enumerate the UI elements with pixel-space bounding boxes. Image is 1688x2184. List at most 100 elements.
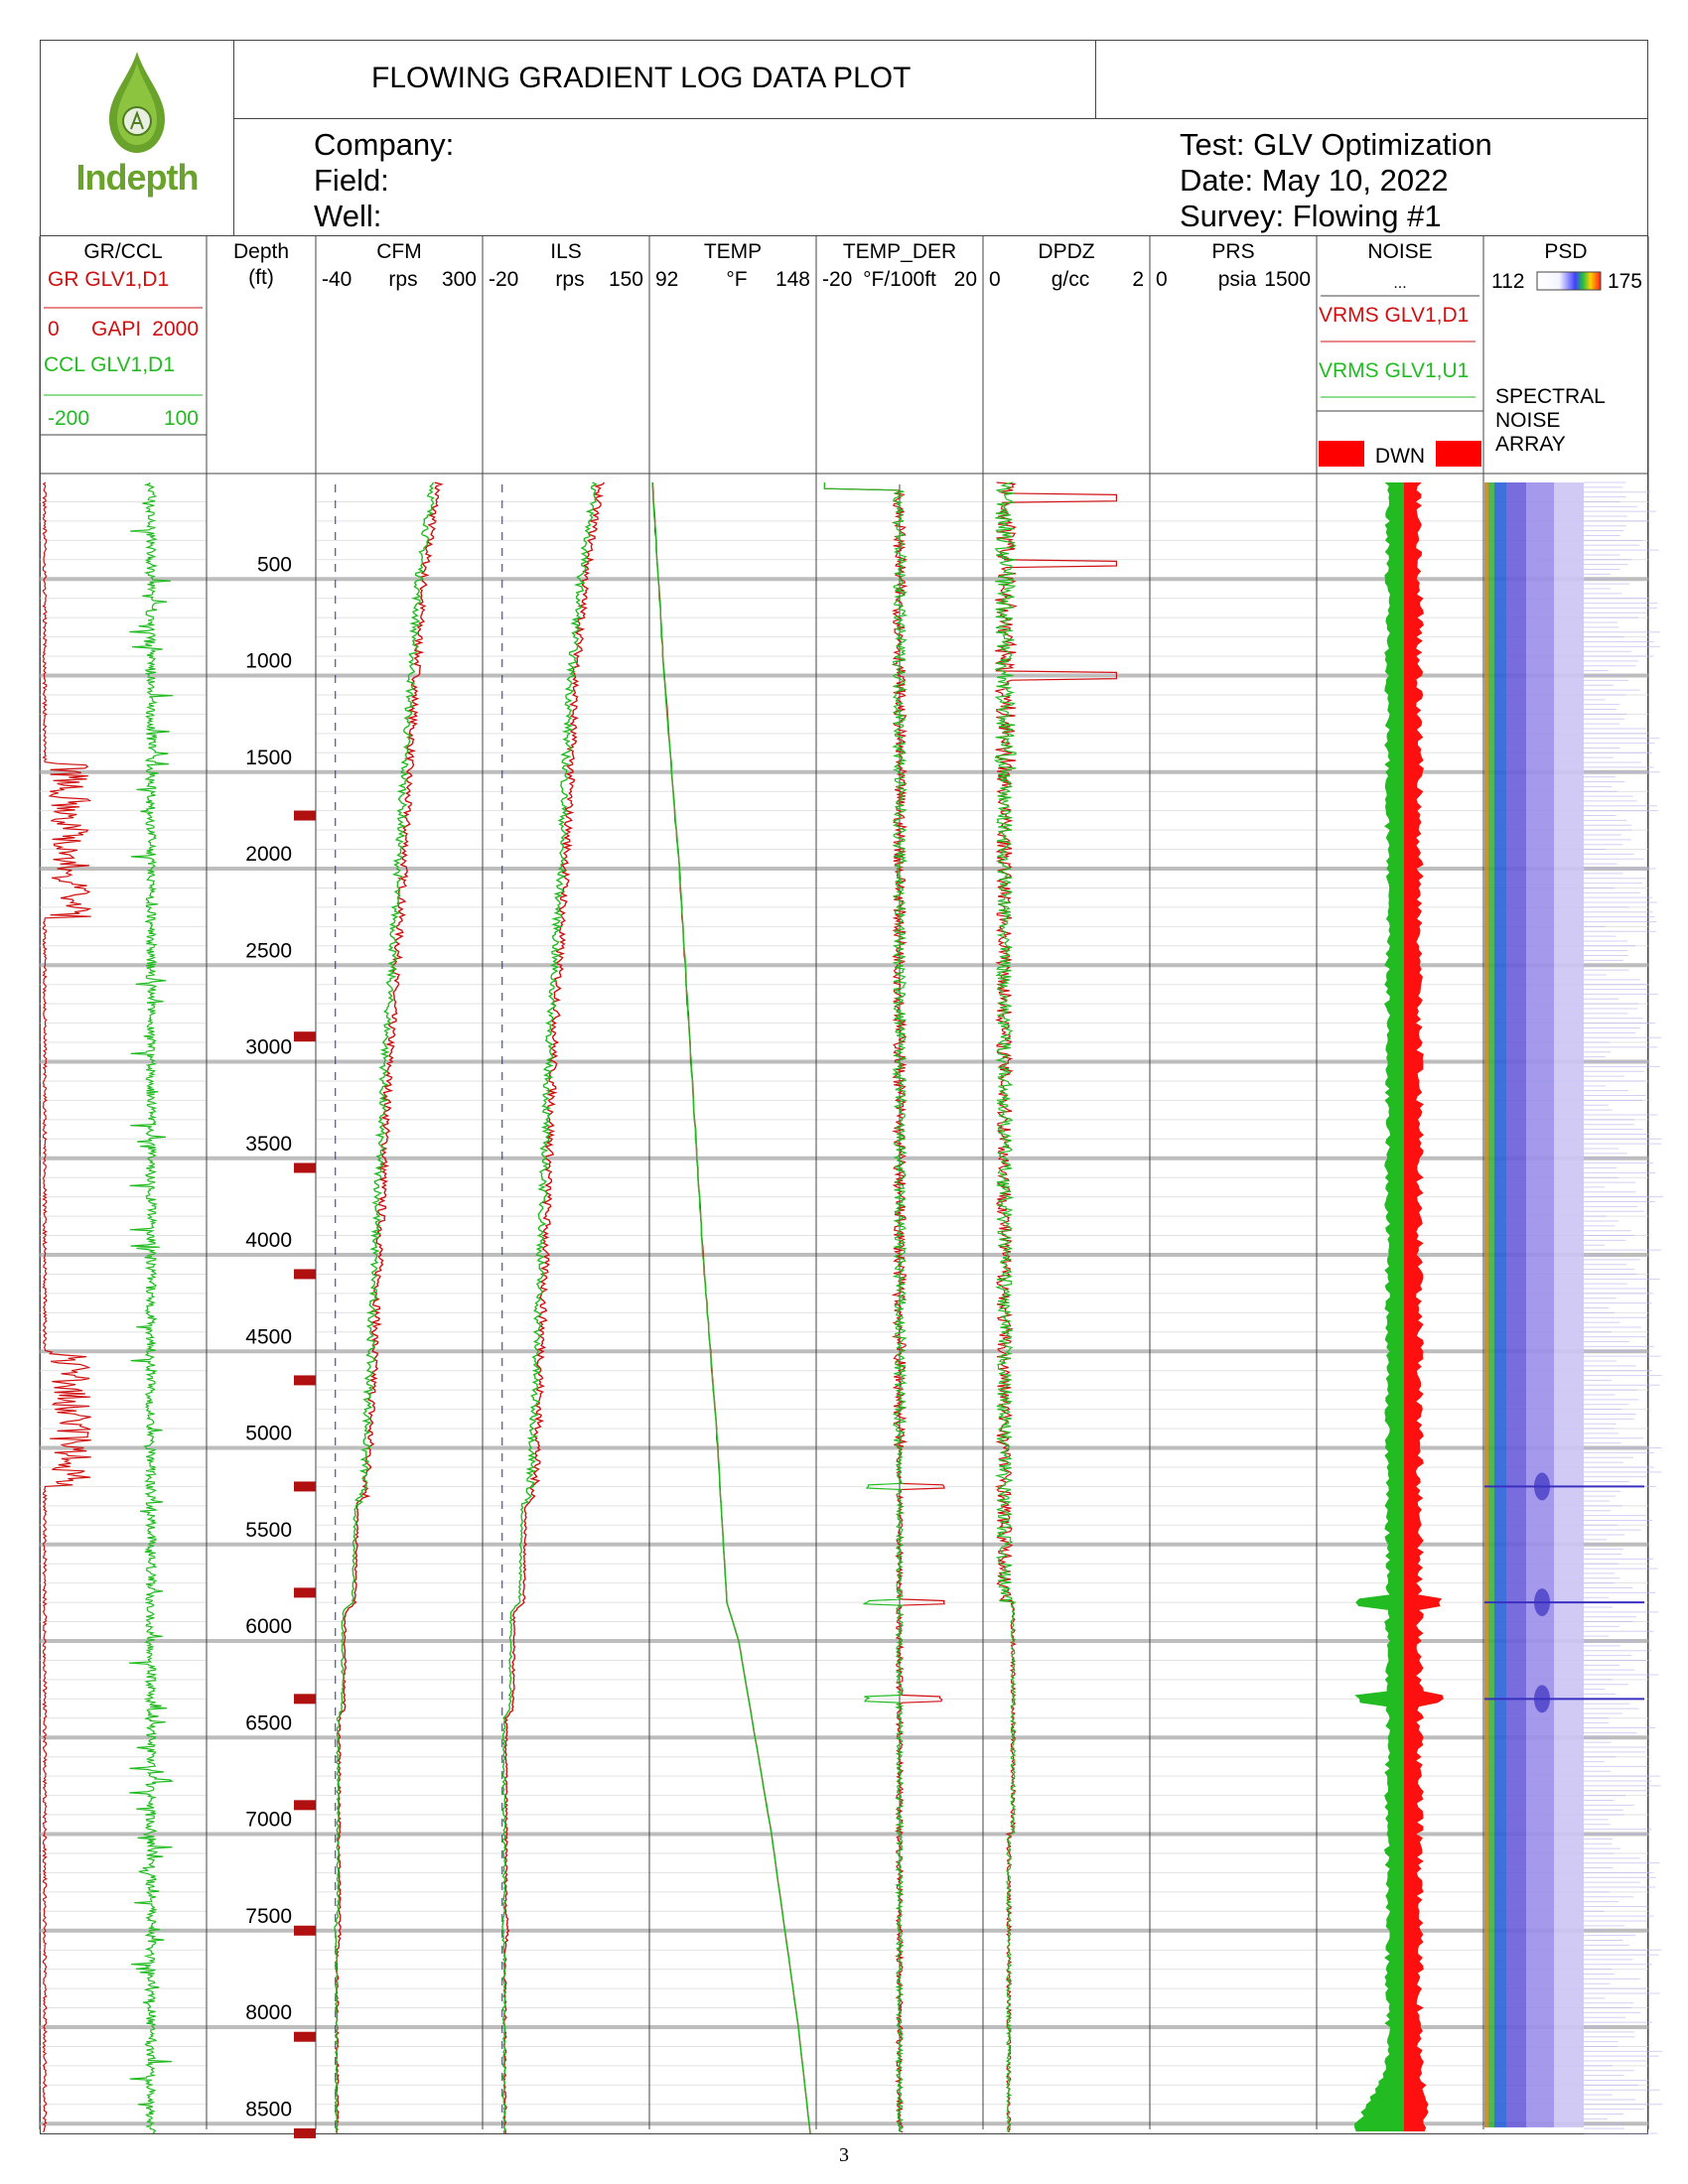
noise-down-fill: [1404, 482, 1444, 2131]
temp-curve-green: [651, 481, 811, 2134]
psd-scale-min: 112: [1491, 270, 1524, 293]
track-scale-max: 300: [442, 268, 477, 291]
temp-der-curve-red: [823, 482, 945, 2133]
depth-tick-label: 8500: [245, 2098, 292, 2120]
depth-tick-label: 4500: [245, 1325, 292, 1348]
gas-lift-valve-marker: [294, 1269, 316, 1280]
psd-array-label: SPECTRAL: [1495, 385, 1606, 408]
track-scale-max: 1500: [1264, 268, 1311, 291]
psd-band: [1506, 482, 1526, 2127]
psd-array-label: ARRAY: [1495, 433, 1566, 456]
psd-array-label: NOISE: [1495, 409, 1560, 432]
dpdz-curve-green: [993, 481, 1017, 2133]
dpdz-curve-red: [994, 481, 1118, 2133]
depth-tick-label: 7500: [245, 1905, 292, 1928]
gas-lift-valve-marker: [294, 1925, 316, 1936]
date-label: Date: May 10, 2022: [1180, 163, 1449, 198]
ils-curve-green: [501, 481, 598, 2134]
track-title: TEMP_DER: [843, 240, 956, 263]
gas-lift-valve-marker: [294, 1587, 316, 1598]
track-title: ILS: [550, 240, 582, 263]
depth-tick-label: 7000: [245, 1809, 292, 1832]
track-title: CFM: [376, 240, 422, 263]
direction-label: DWN: [1375, 445, 1425, 468]
depth-tick-label: 1500: [245, 747, 292, 769]
gas-lift-valve-marker: [294, 1031, 316, 1042]
psd-noise-event-blob: [1534, 1685, 1550, 1713]
field-label: Field:: [314, 163, 389, 198]
gr-scale-min: 0: [48, 318, 60, 341]
psd-color-scale: [1536, 271, 1602, 291]
survey-info-block: Test: GLV Optimization Date: May 10, 202…: [1180, 127, 1492, 234]
ccl-scale-max: 100: [164, 407, 199, 430]
track-scale-min: 0: [989, 268, 1001, 291]
gr-scale-unit: GAPI: [91, 318, 141, 341]
depth-tick-label: 2500: [245, 939, 292, 962]
track-scale-max: 20: [954, 268, 977, 291]
header-separator: [40, 235, 1648, 236]
psd-band: [1494, 482, 1506, 2127]
track-scale-max: 148: [775, 268, 810, 291]
depth-tick-label: 5000: [245, 1423, 292, 1445]
track-scale-unit: psia: [1218, 268, 1257, 291]
track-title: NOISE: [1367, 240, 1432, 263]
cfm-curve-red: [335, 481, 444, 2134]
depth-tick-label: 6000: [245, 1615, 292, 1638]
track-scale-max: 150: [609, 268, 643, 291]
depth-tick-label: 8000: [245, 2001, 292, 2024]
psd-noise-event-blob: [1534, 1588, 1550, 1617]
temp-curve-red: [651, 481, 811, 2134]
title-right-cell: [1095, 40, 1648, 119]
track-title: TEMP: [704, 240, 762, 263]
depth-tick-label: 6500: [245, 1711, 292, 1734]
logo-panel: Indepth: [40, 40, 234, 236]
well-info-block: Company: Field: Well:: [314, 127, 454, 234]
track-title: DPDZ: [1038, 240, 1094, 263]
company-label: Company:: [314, 127, 455, 162]
direction-flag-left: [1319, 441, 1364, 467]
depth-tick-label: 4000: [245, 1229, 292, 1252]
depth-tick-label: 1000: [245, 650, 292, 673]
temp-der-curve-green: [823, 482, 909, 2132]
gas-lift-valve-marker: [294, 1694, 316, 1705]
depth-tick-label: 5500: [245, 1519, 292, 1542]
page-number: 3: [839, 2144, 849, 2166]
track-scale-min: -20: [822, 268, 852, 291]
gas-lift-valve-marker: [294, 1800, 316, 1811]
depth-tick-label: 3500: [245, 1133, 292, 1156]
noise-curve-dots: ...: [1393, 275, 1406, 292]
gas-lift-valve-marker: [294, 2031, 316, 2042]
gr-scale-max: 2000: [152, 318, 199, 341]
drop-logo-icon: [109, 52, 165, 153]
track-scale-unit: °F/100ft: [863, 268, 936, 291]
psd-band: [1554, 482, 1584, 2127]
track-scale-unit: g/cc: [1052, 268, 1090, 291]
gas-lift-valve-marker: [294, 1375, 316, 1386]
noise-up-fill: [1354, 482, 1444, 2131]
psd-band: [1484, 482, 1488, 2127]
track-scale-min: 0: [1156, 268, 1168, 291]
ccl-scale-min: -200: [48, 407, 89, 430]
direction-flag-right: [1436, 441, 1481, 467]
depth-unit: (ft): [248, 266, 274, 289]
psd-band: [1488, 482, 1494, 2127]
track-scale-max: 2: [1132, 268, 1144, 291]
well-label: Well:: [314, 199, 382, 233]
psd-band: [1526, 482, 1554, 2127]
psd-scale-max: 175: [1608, 270, 1642, 293]
track-title: PSD: [1544, 240, 1587, 263]
noise-curve-up: VRMS GLV1,U1: [1319, 359, 1469, 382]
gas-lift-valve-marker: [294, 2127, 316, 2138]
gas-lift-valve-marker: [294, 810, 316, 821]
track-scale-unit: rps: [555, 268, 584, 291]
curve-label-gr: GR GLV1,D1: [48, 268, 169, 291]
ils-curve-red: [502, 481, 606, 2134]
depth-tick-label: 500: [257, 553, 292, 576]
survey-label: Survey: Flowing #1: [1180, 199, 1442, 233]
logo-text: Indepth: [75, 157, 200, 198]
curve-label-ccl: CCL GLV1,D1: [44, 353, 175, 376]
track-scale-min: -20: [489, 268, 518, 291]
noise-curve-down: VRMS GLV1,D1: [1319, 304, 1469, 327]
gr-curve: [42, 481, 92, 2133]
